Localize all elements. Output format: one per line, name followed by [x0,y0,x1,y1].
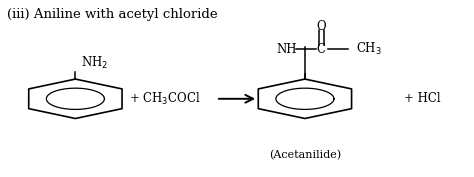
Text: C: C [317,42,326,56]
Text: NH: NH [276,42,296,56]
Text: (Acetanilide): (Acetanilide) [269,150,341,161]
Text: + HCl: + HCl [404,92,440,105]
Text: CH$_3$: CH$_3$ [356,41,383,57]
Text: + CH$_3$COCl: + CH$_3$COCl [128,91,200,107]
Text: (iii) Aniline with acetyl chloride: (iii) Aniline with acetyl chloride [8,8,218,21]
Text: O: O [317,20,326,33]
Text: NH$_2$: NH$_2$ [81,55,108,71]
